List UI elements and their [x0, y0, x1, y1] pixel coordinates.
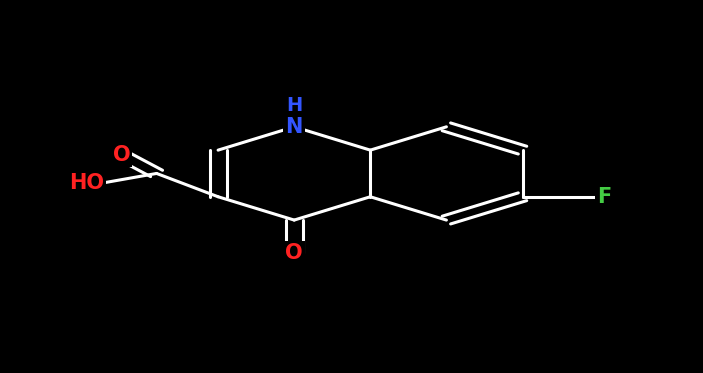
- Text: H: H: [286, 96, 302, 115]
- Text: HO: HO: [69, 173, 104, 193]
- Text: N: N: [285, 117, 303, 137]
- Text: O: O: [285, 243, 303, 263]
- Text: O: O: [112, 145, 130, 165]
- Text: F: F: [598, 187, 612, 207]
